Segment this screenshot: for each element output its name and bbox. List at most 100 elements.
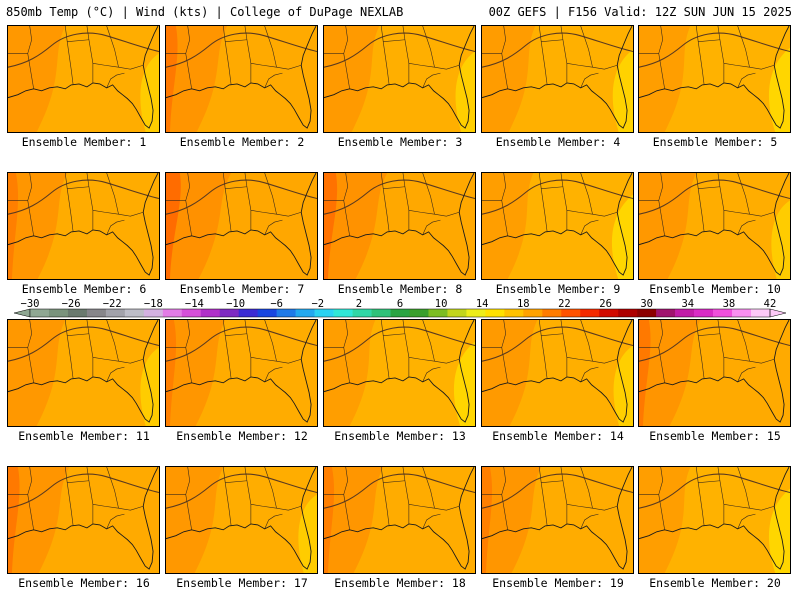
state-border <box>343 467 350 530</box>
temperature-field-map <box>639 320 790 426</box>
state-border <box>737 366 756 382</box>
state-border <box>580 320 593 362</box>
state-border <box>408 357 460 364</box>
warm-anomaly-area <box>324 173 388 279</box>
state-border <box>422 219 441 235</box>
state-border <box>343 173 350 236</box>
colorbar-swatch <box>200 309 221 317</box>
state-border <box>580 219 599 235</box>
temperature-field-map <box>639 173 790 279</box>
ensemble-member-label: Ensemble Member: 5 <box>652 135 778 149</box>
coastline <box>8 467 159 570</box>
coastline <box>166 26 317 129</box>
temperature-contour <box>639 473 790 509</box>
state-border <box>264 72 283 88</box>
ensemble-member-panel <box>323 319 476 427</box>
ensemble-member-label: Ensemble Member: 12 <box>176 429 308 443</box>
coastline <box>324 173 475 276</box>
colorbar-swatch <box>694 309 714 317</box>
state-border <box>560 26 568 83</box>
colorbar-swatch <box>713 309 733 317</box>
ensemble-member-panel <box>481 25 634 133</box>
coastline <box>166 173 317 276</box>
state-border <box>422 320 435 362</box>
hot-anomaly-area <box>482 467 493 573</box>
state-border <box>27 173 34 236</box>
ensemble-member-panel <box>7 172 160 280</box>
colorbar-swatch <box>314 309 334 317</box>
colorbar-swatch <box>542 309 562 317</box>
state-border <box>501 467 508 530</box>
warm-anomaly-area <box>166 26 228 132</box>
state-border <box>541 39 563 42</box>
state-border <box>422 366 441 382</box>
state-border <box>106 320 119 362</box>
state-border <box>658 173 665 236</box>
state-border <box>422 173 435 215</box>
temperature-contour <box>166 326 317 362</box>
state-border <box>566 357 618 364</box>
colorbar-swatch <box>523 309 543 317</box>
state-border <box>560 467 568 524</box>
warm-anomaly-area <box>639 26 691 132</box>
ensemble-member-label: Ensemble Member: 18 <box>334 576 466 590</box>
state-border <box>222 320 232 379</box>
state-border <box>264 173 277 215</box>
temperature-contour <box>166 179 317 215</box>
state-border <box>737 513 756 529</box>
state-border <box>380 320 390 379</box>
temperature-contour <box>166 32 317 68</box>
colorbar-tick-label: −22 <box>103 298 122 310</box>
state-border <box>86 320 94 377</box>
colorbar-swatch <box>732 309 752 317</box>
temperature-contour <box>8 473 159 509</box>
colorbar-tick-label: −30 <box>21 298 40 310</box>
ensemble-member-label: Ensemble Member: 16 <box>18 576 150 590</box>
state-border <box>106 72 125 88</box>
coastline <box>8 173 159 276</box>
state-border <box>695 26 705 85</box>
colorbar-swatch <box>352 309 372 317</box>
colorbar-tick-label: 26 <box>599 298 612 310</box>
temperature-field-map <box>324 173 475 279</box>
ensemble-member-label: Ensemble Member: 8 <box>337 282 463 296</box>
warm-anomaly-area <box>166 173 232 279</box>
temperature-contour <box>8 326 159 362</box>
temperature-field-map <box>324 320 475 426</box>
colorbar-swatch <box>447 309 467 317</box>
temperature-contour <box>482 326 633 362</box>
ensemble-member-label: Ensemble Member: 10 <box>649 282 781 296</box>
coastline <box>482 173 633 276</box>
hot-anomaly-area <box>639 320 651 426</box>
state-border <box>264 366 283 382</box>
state-border <box>244 320 252 377</box>
colorbar-swatch <box>124 309 145 317</box>
state-border <box>538 173 548 232</box>
colorbar-swatch <box>485 309 505 317</box>
state-border <box>698 333 720 336</box>
state-border <box>185 173 192 236</box>
state-border <box>408 504 460 511</box>
ensemble-member-label: Ensemble Member: 13 <box>334 429 466 443</box>
colorbar-swatch <box>466 309 486 317</box>
colorbar-tick-label: 2 <box>356 298 362 310</box>
state-border <box>698 39 720 42</box>
state-border <box>402 173 410 230</box>
state-border <box>225 186 247 189</box>
hot-anomaly-area <box>324 467 335 573</box>
state-border <box>106 467 119 509</box>
warm-anomaly-area <box>639 320 701 426</box>
temperature-field-map <box>8 467 159 573</box>
temperature-contour <box>639 32 790 68</box>
state-border <box>402 467 410 524</box>
state-border <box>560 173 568 230</box>
product-title: 850mb Temp (°C) | Wind (kts) | College o… <box>6 5 404 19</box>
coastline <box>482 467 633 570</box>
temperature-field-map <box>482 173 633 279</box>
colorbar-swatch <box>390 309 410 317</box>
temperature-field-map <box>324 467 475 573</box>
state-border <box>222 467 232 526</box>
state-border <box>343 320 350 383</box>
state-border <box>86 467 94 524</box>
state-border <box>723 357 775 364</box>
